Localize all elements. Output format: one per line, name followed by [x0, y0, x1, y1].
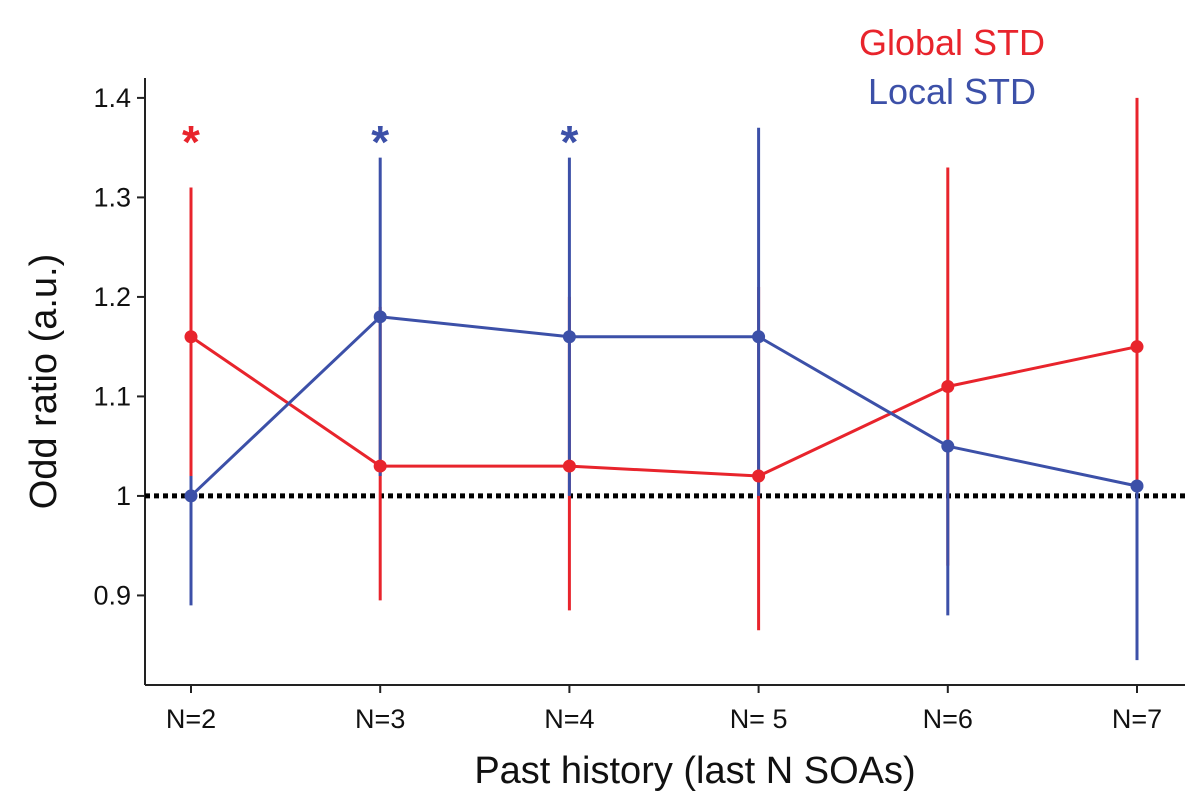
axes [144, 78, 1185, 686]
reference-line-group: 1 [116, 481, 1185, 511]
data-point-global-std [1130, 340, 1144, 354]
data-point-local-std [373, 310, 387, 324]
x-tick-label: N=2 [166, 704, 216, 734]
data-point-global-std [373, 459, 387, 473]
data-points [184, 310, 1144, 503]
series-line-global-std [190, 335, 1138, 478]
y-tick-label: 1.1 [93, 381, 131, 411]
data-point-global-std [941, 379, 955, 393]
x-tick-label: N=6 [923, 704, 973, 734]
x-axis-title: Past history (last N SOAs) [474, 750, 915, 792]
series-line-local-std [189, 315, 1138, 498]
legend: Global STD Local STD [859, 22, 1045, 112]
significance-star: * [560, 116, 578, 168]
data-point-global-std [562, 459, 576, 473]
significance-star: * [371, 116, 389, 168]
x-tick-label: N=7 [1112, 704, 1162, 734]
x-tick-label: N=3 [355, 704, 405, 734]
y-ticks: 0.9 1.1 1.2 1.3 1.4 [93, 83, 145, 610]
y-tick-label: 1.2 [93, 282, 131, 312]
data-point-local-std [941, 439, 955, 453]
x-ticks: N=2 N=3 N=4 N= 5 N=6 N=7 [166, 685, 1162, 734]
data-point-global-std [184, 330, 198, 344]
data-point-local-std [1130, 479, 1144, 493]
y-axis-title: Odd ratio (a.u.) [23, 254, 65, 510]
y-tick-label: 1.4 [93, 83, 131, 113]
data-point-local-std [184, 489, 198, 503]
series-lines [189, 315, 1138, 498]
data-point-local-std [752, 330, 766, 344]
y-tick-label: 1.3 [93, 182, 131, 212]
y-tick-label: 1 [116, 481, 131, 511]
error-bars [189, 97, 1139, 661]
y-tick-label: 0.9 [93, 580, 131, 610]
significance-star: * [182, 116, 200, 168]
data-point-local-std [562, 330, 576, 344]
data-point-global-std [752, 469, 766, 483]
x-tick-label: N=4 [544, 704, 594, 734]
significance-markers: * * * [182, 116, 578, 168]
legend-entry-global-std: Global STD [859, 22, 1045, 63]
x-tick-label: N= 5 [730, 704, 788, 734]
legend-entry-local-std: Local STD [868, 71, 1036, 112]
